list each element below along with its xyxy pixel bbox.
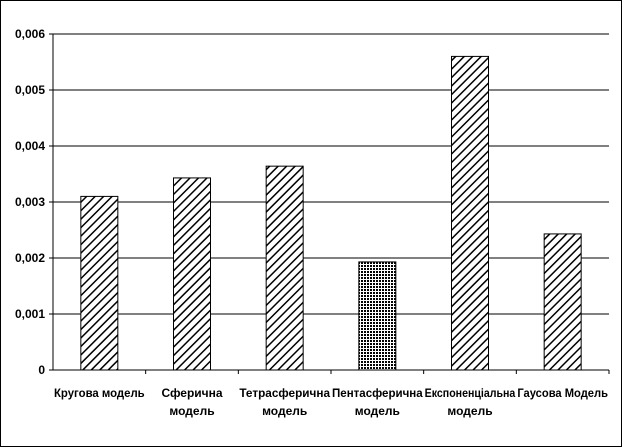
y-tick-label: 0,005 <box>15 83 45 97</box>
x-category-label: Тетрасферична <box>239 386 330 400</box>
x-category-label: Кругова модель <box>54 386 145 400</box>
bar <box>265 165 304 371</box>
gridlines <box>53 33 609 315</box>
y-tick-label: 0,003 <box>15 195 45 209</box>
bar <box>80 195 119 371</box>
axes <box>49 33 610 374</box>
y-tick-label: 0 <box>38 363 45 377</box>
y-tick-label: 0,001 <box>15 307 45 321</box>
y-tick-label: 0,006 <box>15 27 45 41</box>
x-category-label: модель <box>169 404 214 418</box>
x-category-label: модель <box>262 404 307 418</box>
x-category-label: модель <box>355 404 400 418</box>
bar <box>173 177 211 371</box>
bar <box>451 55 489 371</box>
x-category-label: модель <box>447 404 492 418</box>
x-category-label: Сферична <box>161 386 222 400</box>
y-tick-label: 0,004 <box>15 139 45 153</box>
bar <box>543 233 582 371</box>
x-category-label: Гаусова Модель <box>517 386 608 400</box>
y-tick-label: 0,002 <box>15 251 45 265</box>
x-category-label: Експоненціальна <box>425 386 516 400</box>
labels: 0 0,001 0,002 0,003 0,004 0,005 0,006 Кругова м… <box>15 27 608 418</box>
x-category-label: Пентасферична <box>332 386 423 400</box>
bars <box>80 55 582 371</box>
bar <box>358 261 397 371</box>
